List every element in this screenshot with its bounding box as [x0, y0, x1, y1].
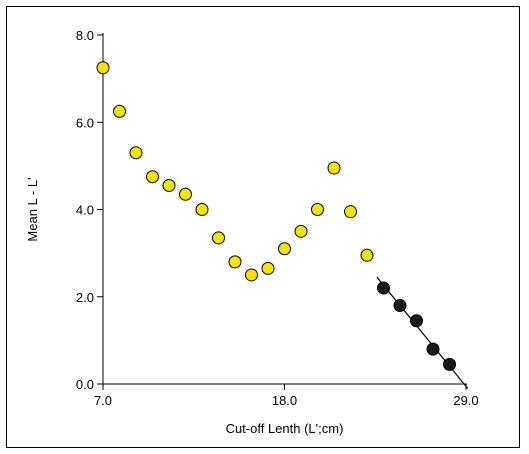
data-point-black	[393, 298, 407, 312]
data-point-yellow	[162, 179, 176, 193]
data-point-yellow	[327, 161, 341, 175]
x-axis-title: Cut-off Lenth (L';cm)	[226, 421, 344, 436]
data-point-yellow	[344, 205, 357, 219]
data-point-yellow	[195, 203, 209, 216]
data-point-black	[410, 314, 423, 328]
data-point-yellow	[294, 224, 308, 238]
regression-line	[376, 276, 469, 389]
x-tick-label: 29.0	[453, 393, 478, 408]
y-tick-label: 2.0	[76, 290, 94, 305]
data-point-yellow	[146, 170, 159, 184]
data-point-black	[443, 357, 456, 371]
data-point-yellow	[179, 187, 192, 201]
regression-line-group	[376, 276, 469, 389]
data-point-yellow	[129, 146, 143, 160]
data-point-black	[377, 281, 390, 295]
y-tick-label: 6.0	[76, 115, 94, 130]
data-point-yellow	[360, 248, 374, 262]
y-axis-title: Mean L - L'	[25, 177, 40, 241]
data-point-yellow	[245, 268, 258, 282]
y-tick-label: 4.0	[76, 203, 94, 218]
data-point-yellow	[278, 242, 291, 256]
x-tick-label: 18.0	[272, 393, 297, 408]
data-point-yellow	[212, 231, 225, 245]
y-tick-label: 0.0	[76, 377, 94, 392]
data-point-yellow	[261, 261, 275, 275]
scatter-chart: 0.0 2.0 4.0 6.0 8.0 7.0 18.0 29.0 Cut-off Lenth…	[25, 28, 479, 436]
axes	[97, 33, 467, 390]
data-point-black	[426, 342, 440, 356]
data-point-yellow	[311, 203, 324, 216]
tick-labels: 0.0 2.0 4.0 6.0 8.0 7.0 18.0 29.0	[76, 28, 479, 408]
chart-frame: 0.0 2.0 4.0 6.0 8.0 7.0 18.0 29.0 Cut-off Lenth…	[6, 6, 520, 448]
y-tick-label: 8.0	[76, 28, 94, 43]
data-point-yellow	[228, 255, 242, 269]
data-points	[96, 61, 456, 371]
data-point-yellow	[96, 61, 110, 75]
data-point-yellow	[113, 104, 126, 118]
x-tick-label: 7.0	[94, 393, 112, 408]
